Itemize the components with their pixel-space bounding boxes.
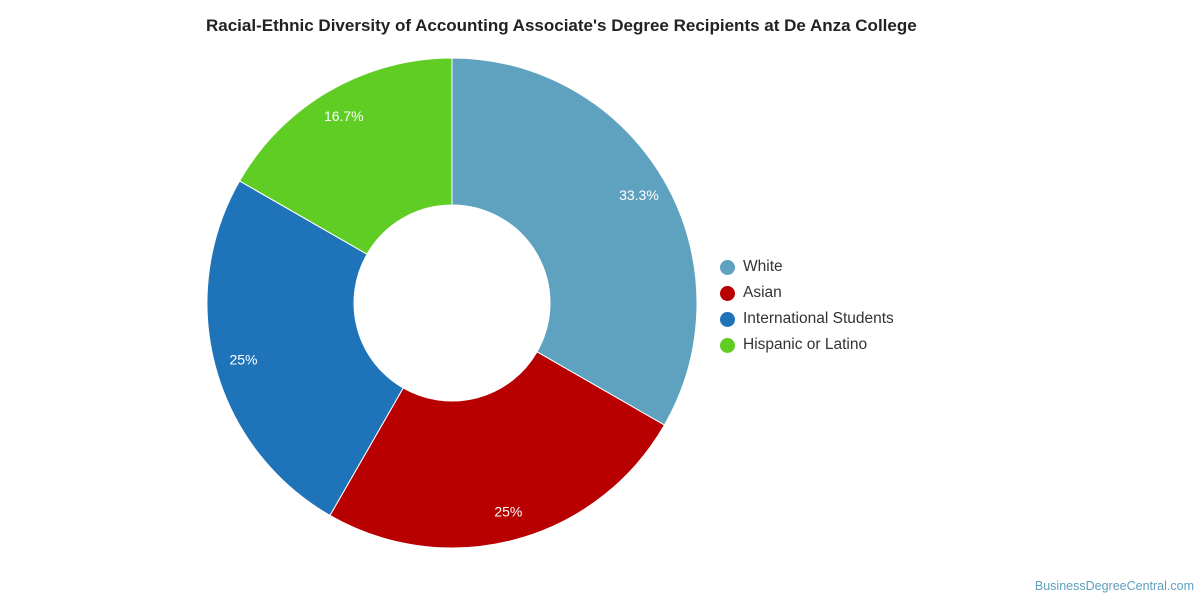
legend-swatch	[720, 311, 735, 327]
slice-label-international-students: 25%	[229, 351, 257, 367]
legend-swatch	[720, 259, 735, 275]
legend-label: Asian	[743, 284, 782, 301]
slice-white[interactable]	[451, 57, 698, 426]
legend-item-asian[interactable]: Asian	[720, 280, 894, 306]
slice-label-hispanic-or-latino: 16.7%	[324, 108, 364, 124]
legend-label: Hispanic or Latino	[743, 336, 868, 353]
legend-item-international-students[interactable]: International Students	[720, 306, 894, 332]
slice-international-students[interactable]	[206, 180, 404, 517]
legend-label: White	[743, 258, 783, 275]
slice-label-asian: 25%	[494, 504, 522, 520]
legend-label: International Students	[743, 310, 894, 327]
slice-label-white: 33.3%	[619, 187, 659, 203]
legend-item-white[interactable]: White	[720, 254, 894, 280]
legend-item-hispanic-or-latino[interactable]: Hispanic or Latino	[720, 332, 894, 358]
legend: White Asian International Students Hispanic…	[720, 254, 894, 358]
chart-title: Racial-Ethnic Diversity of Accounting As…	[206, 16, 917, 35]
legend-swatch	[720, 285, 735, 301]
source-credit[interactable]: BusinessDegreeCentral.com	[1034, 579, 1194, 593]
legend-swatch	[720, 337, 735, 353]
slice-asian[interactable]	[329, 351, 666, 549]
slice-hispanic-or-latino[interactable]	[238, 57, 453, 255]
